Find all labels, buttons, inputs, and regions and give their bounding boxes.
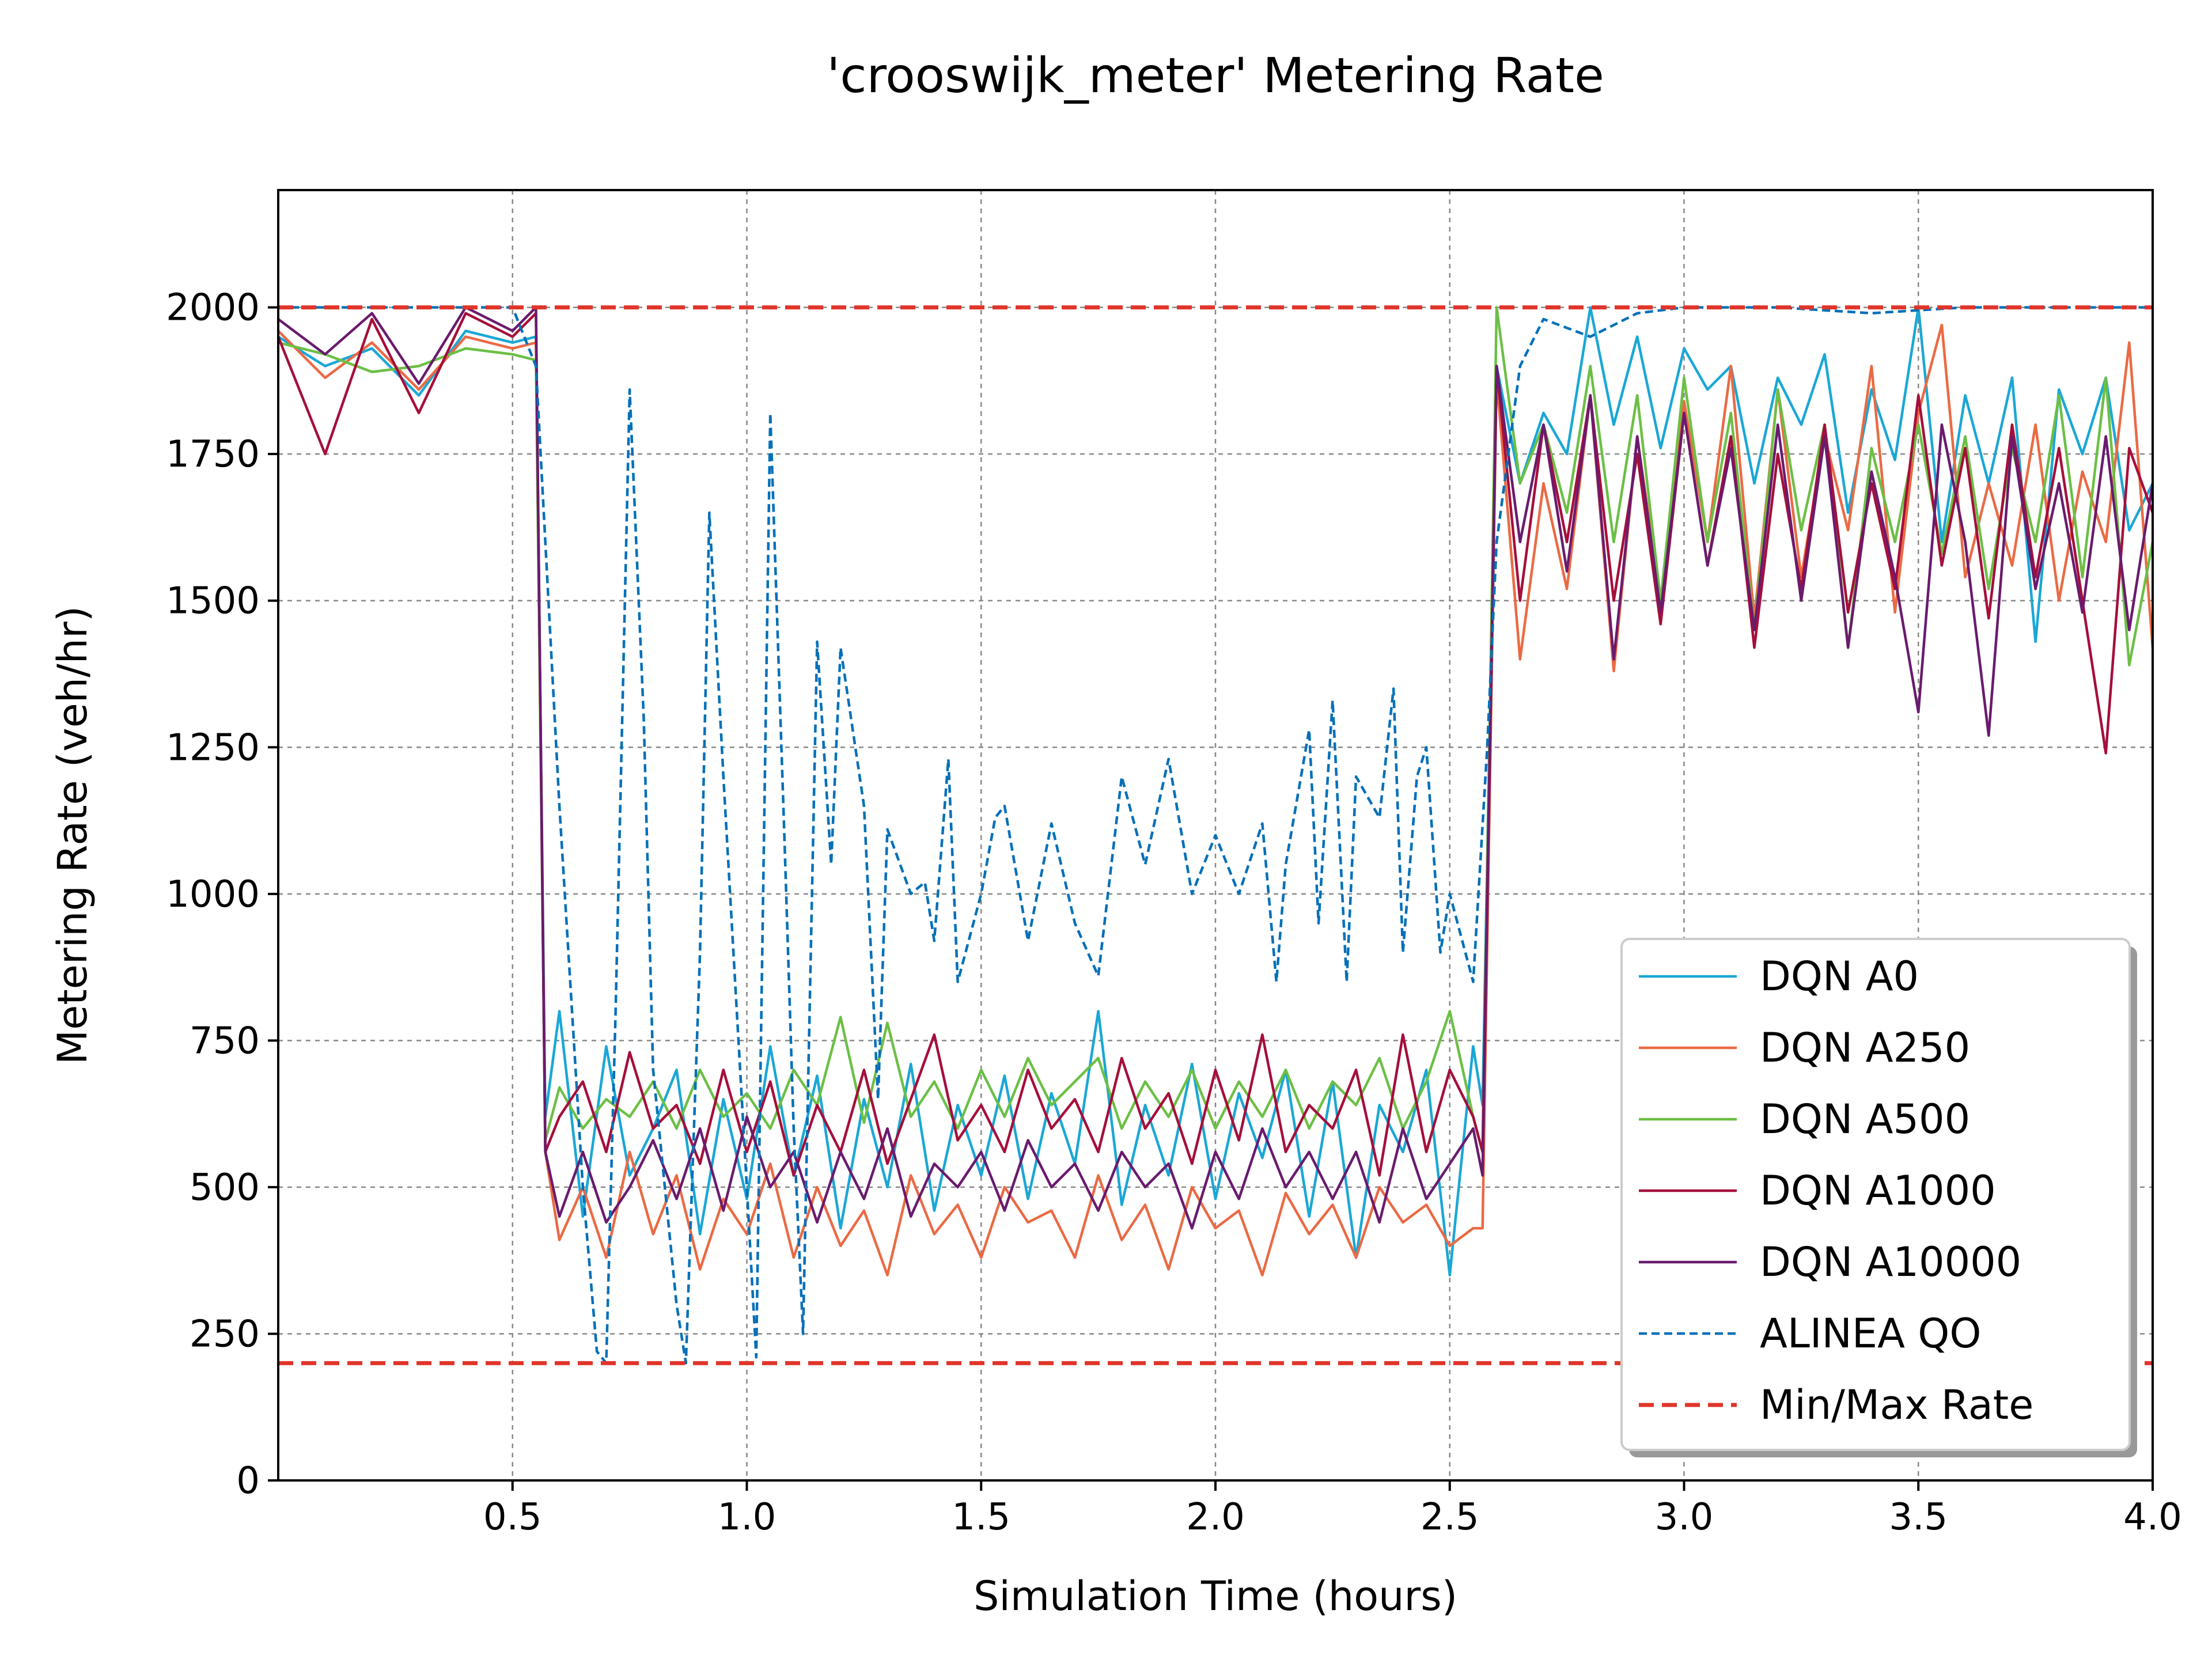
series-line-alinea-qo xyxy=(278,306,2153,1365)
y-tick-label: 500 xyxy=(190,1166,260,1209)
legend-box xyxy=(1620,938,2131,1451)
y-tick-label: 2000 xyxy=(166,287,260,329)
y-tick-label: 1250 xyxy=(166,726,260,769)
x-tick-label: 1.5 xyxy=(952,1496,1010,1539)
series-line-dqn-a10000 xyxy=(277,306,2154,1230)
legend: DQN A0 DQN A250 DQN A500 DQN A1000 DQN A1000… xyxy=(1620,938,2137,1457)
y-tick-label: 1000 xyxy=(166,873,260,916)
x-tick-label: 1.0 xyxy=(718,1496,777,1539)
y-tick-label: 0 xyxy=(236,1460,260,1502)
x-axis-ticks: 0.5 1.0 1.5 2.0 2.5 3.0 3.5 4.0 xyxy=(483,1480,2182,1539)
chart-title: 'crooswijk_meter' Metering Rate xyxy=(827,47,1604,104)
y-tick-label: 1750 xyxy=(166,433,260,476)
x-tick-label: 2.0 xyxy=(1186,1496,1245,1539)
legend-label-alinea-qo: ALINEA QO xyxy=(1760,1310,1981,1357)
y-axis-ticks: 0 250 500 750 1000 1250 1500 1750 2000 xyxy=(166,287,278,1502)
legend-label-dqn-a1000: DQN A1000 xyxy=(1760,1167,1996,1214)
series-line-dqn-a1000 xyxy=(276,312,2154,1177)
y-tick-label: 750 xyxy=(190,1020,260,1062)
legend-label-dqn-a500: DQN A500 xyxy=(1760,1096,1970,1143)
legend-label-dqn-a0: DQN A0 xyxy=(1760,953,1919,1000)
series-line-dqn-a250 xyxy=(277,323,2154,1277)
x-tick-label: 0.5 xyxy=(483,1496,542,1539)
y-tick-label: 1500 xyxy=(166,580,260,623)
legend-label-min-max-rate: Min/Max Rate xyxy=(1760,1381,2033,1429)
x-tick-label: 2.5 xyxy=(1421,1496,1479,1539)
x-axis-label: Simulation Time (hours) xyxy=(974,1573,1457,1620)
x-tick-label: 4.0 xyxy=(2123,1496,2182,1539)
legend-label-dqn-a10000: DQN A10000 xyxy=(1760,1238,2021,1286)
x-tick-label: 3.5 xyxy=(1889,1496,1948,1539)
legend-label-dqn-a250: DQN A250 xyxy=(1760,1024,1970,1071)
series-line-dqn-a0 xyxy=(277,306,2154,1277)
y-axis-label: Metering Rate (veh/hr) xyxy=(49,606,96,1065)
y-tick-label: 250 xyxy=(190,1313,260,1355)
x-tick-label: 3.0 xyxy=(1655,1496,1714,1539)
reference-lines xyxy=(278,305,2153,1365)
series-lines xyxy=(276,306,2154,1365)
